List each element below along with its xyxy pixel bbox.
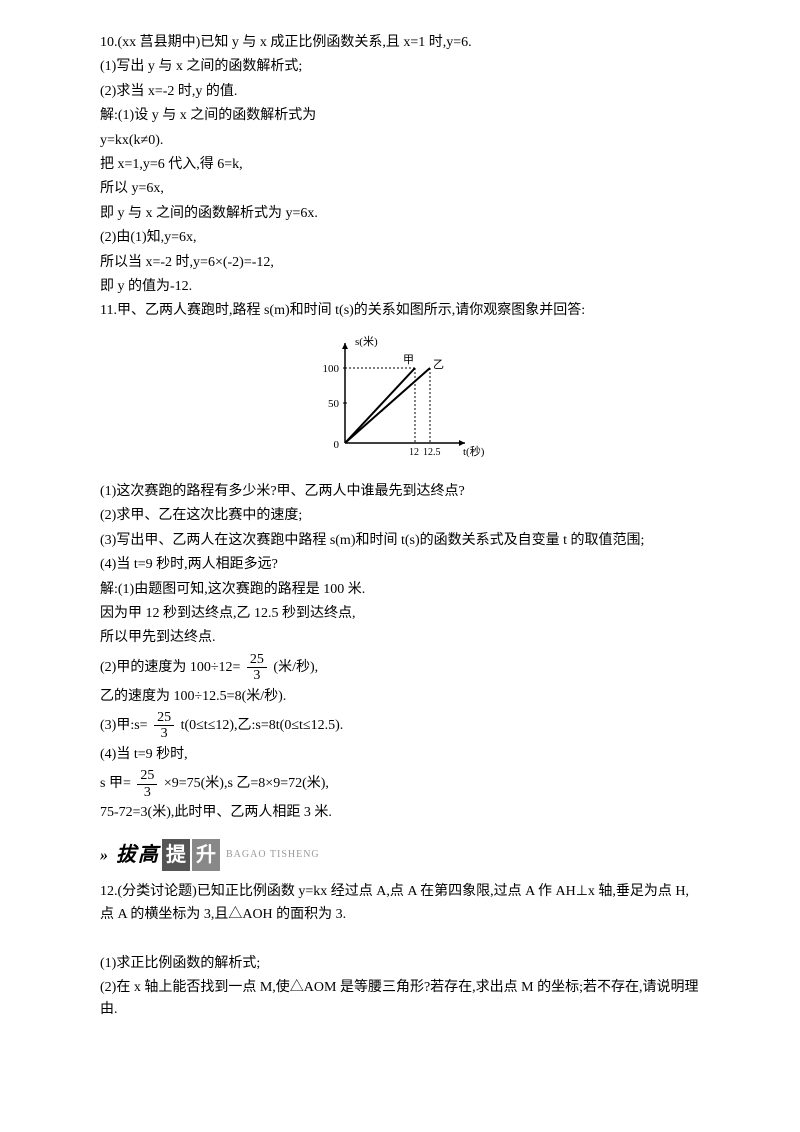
frac-num: 25	[154, 710, 174, 726]
q11-chart: s(米) t(秒) 0 50 100 甲 乙 12 12.5	[100, 333, 700, 471]
q12-p1: (1)求正比例函数的解析式;	[100, 953, 700, 975]
q11-s3: 所以甲先到达终点.	[100, 627, 700, 649]
q11-s6: (3)甲:s= 25 3 t(0≤t≤12),乙:s=8t(0≤t≤12.5).	[100, 710, 700, 742]
frac-num: 25	[137, 768, 157, 784]
banner-box2: 升	[192, 839, 220, 871]
legend-jia: 甲	[403, 354, 414, 366]
frac-den: 3	[141, 785, 154, 800]
banner-arrows-icon: »	[100, 843, 108, 869]
q12-title: 12.(分类讨论题)已知正比例函数 y=kx 经过点 A,点 A 在第四象限,过…	[100, 881, 700, 926]
q11-s6a: (3)甲:s=	[100, 718, 148, 733]
q11-s4: (2)甲的速度为 100÷12= 25 3 (米/秒),	[100, 652, 700, 684]
banner-text: 拔高	[116, 839, 160, 871]
q11-p3: (3)写出甲、乙两人在这次赛跑中路程 s(m)和时间 t(s)的函数关系式及自变…	[100, 530, 700, 552]
q10-sol6: (2)由(1)知,y=6x,	[100, 227, 700, 249]
q11-s7: (4)当 t=9 秒时,	[100, 744, 700, 766]
q10-sol8: 即 y 的值为-12.	[100, 276, 700, 298]
q11-s8a: s 甲=	[100, 776, 131, 791]
q10-title: 10.(xx 莒县期中)已知 y 与 x 成正比例函数关系,且 x=1 时,y=…	[100, 32, 700, 54]
q10-sol1: 解:(1)设 y 与 x 之间的函数解析式为	[100, 105, 700, 127]
banner-pinyin: BAGAO TISHENG	[226, 847, 320, 863]
q11-s6b: t(0≤t≤12),乙:s=8t(0≤t≤12.5).	[181, 718, 344, 733]
q10-sol7: 所以当 x=-2 时,y=6×(-2)=-12,	[100, 252, 700, 274]
q11-s4b: (米/秒),	[273, 660, 318, 675]
banner-box1: 提	[162, 839, 190, 871]
y-axis-label: s(米)	[355, 335, 378, 348]
fraction-3: 25 3	[137, 768, 157, 800]
q11-s1: 解:(1)由题图可知,这次赛跑的路程是 100 米.	[100, 579, 700, 601]
q11-s8b: ×9=75(米),s 乙=8×9=72(米),	[164, 776, 329, 791]
q10-part1: (1)写出 y 与 x 之间的函数解析式;	[100, 56, 700, 78]
svg-text:0: 0	[334, 439, 340, 451]
q10-sol2: y=kx(k≠0).	[100, 130, 700, 152]
q11-p1: (1)这次赛跑的路程有多少米?甲、乙两人中谁最先到达终点?	[100, 481, 700, 503]
frac-den: 3	[250, 668, 263, 683]
q11-s2: 因为甲 12 秒到达终点,乙 12.5 秒到达终点,	[100, 603, 700, 625]
ytick-100: 100	[323, 363, 340, 375]
frac-den: 3	[158, 726, 171, 741]
q11-p4: (4)当 t=9 秒时,两人相距多远?	[100, 554, 700, 576]
section-banner: » 拔高 提 升 BAGAO TISHENG	[100, 839, 700, 871]
q11-s9: 75-72=3(米),此时甲、乙两人相距 3 米.	[100, 802, 700, 824]
legend-yi: 乙	[433, 358, 444, 371]
q12-p2: (2)在 x 轴上能否找到一点 M,使△AOM 是等腰三角形?若存在,求出点 M…	[100, 977, 700, 1022]
race-chart-svg: s(米) t(秒) 0 50 100 甲 乙 12 12.5	[315, 333, 485, 463]
frac-num: 25	[247, 652, 267, 668]
xtick-12: 12	[409, 447, 419, 458]
x-axis-label: t(秒)	[463, 444, 485, 458]
ytick-50: 50	[328, 398, 340, 410]
q10-part2: (2)求当 x=-2 时,y 的值.	[100, 81, 700, 103]
q11-s5: 乙的速度为 100÷12.5=8(米/秒).	[100, 686, 700, 708]
xtick-125: 12.5	[423, 447, 441, 458]
fraction-1: 25 3	[247, 652, 267, 684]
q10-sol4: 所以 y=6x,	[100, 178, 700, 200]
fraction-2: 25 3	[154, 710, 174, 742]
q11-title: 11.甲、乙两人赛跑时,路程 s(m)和时间 t(s)的关系如图所示,请你观察图…	[100, 300, 700, 322]
q11-s8: s 甲= 25 3 ×9=75(米),s 乙=8×9=72(米),	[100, 768, 700, 800]
q11-s4a: (2)甲的速度为 100÷12=	[100, 660, 240, 675]
q11-p2: (2)求甲、乙在这次比赛中的速度;	[100, 505, 700, 527]
q10-sol3: 把 x=1,y=6 代入,得 6=k,	[100, 154, 700, 176]
q10-sol5: 即 y 与 x 之间的函数解析式为 y=6x.	[100, 203, 700, 225]
